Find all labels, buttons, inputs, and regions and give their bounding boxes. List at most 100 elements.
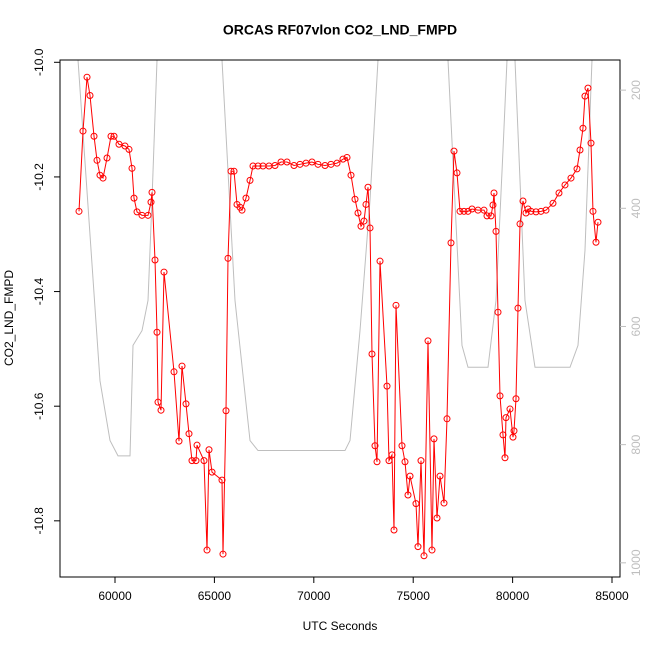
data-point <box>450 147 458 155</box>
data-point <box>128 164 136 172</box>
data-point <box>388 451 396 459</box>
data-point <box>376 257 384 265</box>
data-point <box>592 238 600 246</box>
data-point <box>153 328 161 336</box>
data-point <box>203 546 211 554</box>
data-point <box>157 406 165 414</box>
x-tick-label: 70000 <box>297 589 331 603</box>
data-point <box>371 442 379 450</box>
data-point <box>283 158 291 166</box>
data-point <box>347 171 355 179</box>
data-point <box>383 382 391 390</box>
data-point <box>480 206 488 214</box>
data-point <box>219 550 227 558</box>
data-point <box>227 167 235 175</box>
data-point <box>93 156 101 164</box>
data-point <box>125 145 133 153</box>
data-point <box>443 415 451 423</box>
data-point <box>447 239 455 247</box>
data-point <box>121 142 129 150</box>
data-point <box>133 208 141 216</box>
data-point <box>527 207 535 215</box>
y2-tick-label: 800 <box>629 434 643 454</box>
data-point <box>490 189 498 197</box>
data-point <box>246 176 254 184</box>
data-point <box>366 224 374 232</box>
data-point <box>230 167 238 175</box>
data-point <box>362 200 370 208</box>
data-point <box>364 183 372 191</box>
x-axis-label: UTC Seconds <box>303 619 378 633</box>
data-point <box>519 197 527 205</box>
data-point <box>357 222 365 230</box>
data-point <box>401 458 409 466</box>
data-point <box>193 441 201 449</box>
y2-tick-label: 400 <box>629 198 643 218</box>
data-point <box>460 207 468 215</box>
data-point <box>170 368 178 376</box>
y-tick-label: -10.6 <box>32 392 46 420</box>
data-point <box>205 446 213 454</box>
data-point <box>398 442 406 450</box>
data-point <box>412 500 420 508</box>
data-point <box>506 405 514 413</box>
data-point <box>542 206 550 214</box>
series-line <box>77 60 593 457</box>
data-point <box>208 468 216 476</box>
data-point <box>154 398 162 406</box>
data-point <box>584 84 592 92</box>
data-point <box>192 457 200 465</box>
data-point <box>522 209 530 217</box>
data-point <box>249 162 257 170</box>
data-point <box>532 208 540 216</box>
data-point <box>130 194 138 202</box>
data-point <box>512 395 520 403</box>
data-point <box>360 217 368 225</box>
data-point <box>83 73 91 81</box>
data-point <box>99 174 107 182</box>
data-point <box>487 212 495 220</box>
data-point <box>351 195 359 203</box>
data-point <box>492 227 500 235</box>
data-point <box>561 181 569 189</box>
data-point <box>576 146 584 154</box>
data-point <box>148 188 156 196</box>
data-point <box>499 431 507 439</box>
chart-title: ORCAS RF07vlon CO2_LND_FMPD <box>223 22 457 38</box>
data-point <box>404 491 412 499</box>
data-point <box>79 127 87 135</box>
data-point <box>242 194 250 202</box>
data-point <box>549 199 557 207</box>
data-point <box>510 427 518 435</box>
y2-tick-label: 1000 <box>629 549 643 576</box>
data-point <box>579 124 587 132</box>
data-point <box>144 211 152 219</box>
data-point <box>456 207 464 215</box>
data-point <box>514 304 522 312</box>
data-point <box>354 209 362 217</box>
data-point <box>501 454 509 462</box>
data-point <box>567 174 575 182</box>
data-point <box>489 201 497 209</box>
data-point <box>440 499 448 507</box>
data-point <box>385 457 393 465</box>
data-point <box>254 162 262 170</box>
y-tick-label: -10.4 <box>32 278 46 306</box>
data-point <box>218 476 226 484</box>
data-point <box>110 132 118 140</box>
data-point <box>343 153 351 161</box>
data-point <box>200 457 208 465</box>
x-tick-label: 75000 <box>397 589 431 603</box>
data-point <box>308 158 316 166</box>
data-point <box>433 514 441 522</box>
data-point <box>436 472 444 480</box>
data-point <box>406 472 414 480</box>
data-point <box>581 92 589 100</box>
x-tick-label: 85000 <box>595 589 629 603</box>
data-point <box>182 400 190 408</box>
data-point <box>496 392 504 400</box>
data-point <box>537 207 545 215</box>
data-point <box>178 362 186 370</box>
y2-tick-label: 600 <box>629 316 643 336</box>
